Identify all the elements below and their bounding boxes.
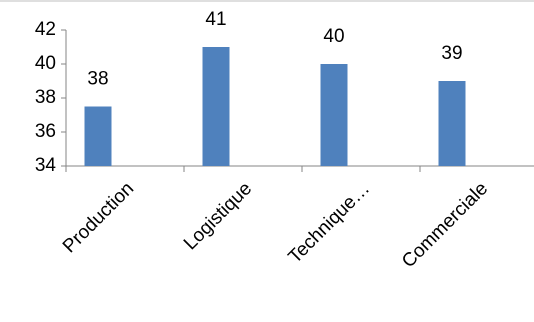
y-tick-label: 42 bbox=[35, 19, 56, 40]
data-label: 39 bbox=[441, 43, 462, 64]
data-label: 41 bbox=[205, 9, 226, 30]
y-tick-label: 40 bbox=[35, 53, 56, 74]
y-tick-label: 36 bbox=[35, 121, 56, 142]
bar bbox=[202, 47, 230, 166]
data-label: 40 bbox=[323, 26, 344, 47]
bar bbox=[84, 106, 112, 166]
y-tick-label: 38 bbox=[35, 87, 56, 108]
data-label: 38 bbox=[87, 69, 108, 90]
y-tick-label: 34 bbox=[35, 155, 57, 176]
x-tick-label: Logistique bbox=[180, 178, 256, 254]
bar bbox=[320, 64, 348, 166]
x-tick-label: Technique… bbox=[285, 178, 375, 268]
x-tick-label: Commerciale bbox=[398, 178, 492, 272]
x-tick-label: Production bbox=[59, 178, 138, 257]
bar bbox=[438, 81, 466, 166]
